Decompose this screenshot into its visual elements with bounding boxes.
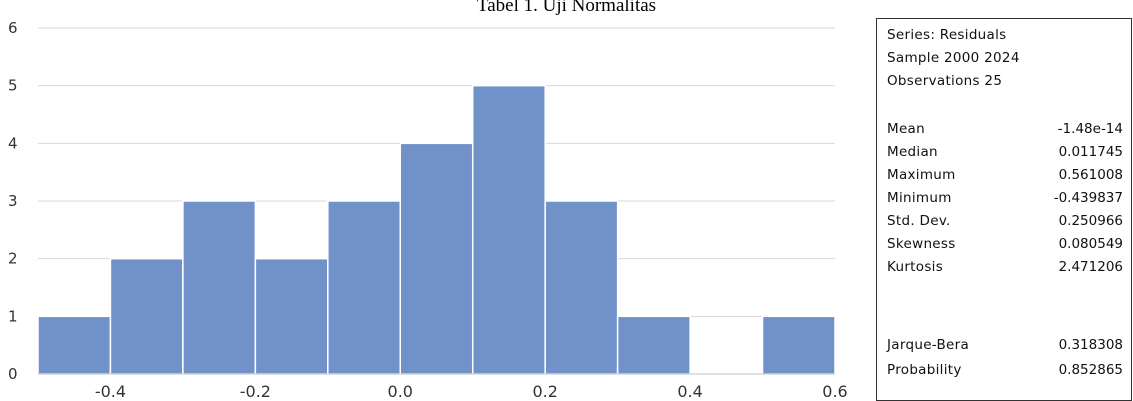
stat-label: Kurtosis: [887, 259, 944, 275]
histogram-bar: [109, 257, 184, 375]
stat-label: Maximum: [887, 167, 956, 183]
stat-label: Jarque-Bera: [887, 337, 970, 353]
x-tick-label: -0.2: [240, 382, 271, 401]
observations-line: Observations 25: [887, 73, 1003, 89]
x-tick-label: 0.2: [532, 382, 557, 401]
histogram-bar: [761, 315, 836, 375]
y-tick-label: 4: [8, 134, 18, 152]
stat-row-skewness: Skewness 0.080549: [887, 236, 1123, 256]
stat-value: 0.318308: [1058, 337, 1123, 353]
stat-row-probability: Probability 0.852865: [887, 362, 1123, 382]
histogram-bar: [544, 200, 619, 375]
x-tick-label: 0.0: [388, 382, 413, 401]
stat-row-std-dev: Std. Dev. 0.250966: [887, 213, 1123, 233]
sample-line: Sample 2000 2024: [887, 50, 1020, 66]
histogram-bar: [182, 200, 257, 375]
stat-row-jarque-bera: Jarque-Bera 0.318308: [887, 337, 1123, 357]
stat-row-maximum: Maximum 0.561008: [887, 167, 1123, 187]
stat-label: Skewness: [887, 236, 956, 252]
stat-row-kurtosis: Kurtosis 2.471206: [887, 259, 1123, 279]
stat-value: 0.080549: [1058, 236, 1123, 252]
stat-label: Probability: [887, 362, 962, 378]
histogram-bar: [254, 257, 329, 375]
stat-value: 2.471206: [1058, 259, 1123, 275]
stat-label: Minimum: [887, 190, 952, 206]
histogram-bar: [37, 315, 112, 375]
histogram-bar: [399, 142, 474, 375]
y-tick-label: 6: [8, 19, 18, 37]
stat-value: 0.852865: [1058, 362, 1123, 378]
y-tick-label: 0: [8, 365, 18, 383]
stat-value: 0.011745: [1058, 144, 1123, 160]
stat-label: Mean: [887, 121, 925, 137]
stat-value: 0.561008: [1058, 167, 1123, 183]
y-tick-label: 2: [8, 250, 18, 268]
series-line: Series: Residuals: [887, 27, 1007, 43]
stat-label: Median: [887, 144, 938, 160]
statistics-panel: Series: Residuals Sample 2000 2024 Obser…: [876, 18, 1132, 401]
stat-row-mean: Mean -1.48e-14: [887, 121, 1123, 141]
x-tick-label: 0.4: [677, 382, 702, 401]
stat-value: -0.439837: [1053, 190, 1123, 206]
x-tick-label: -0.4: [95, 382, 126, 401]
stat-row-minimum: Minimum -0.439837: [887, 190, 1123, 210]
x-tick-label: 0.6: [822, 382, 847, 401]
y-tick-label: 5: [8, 77, 18, 95]
histogram-chart: 0 1 2 3 4 5 6 -0.4 -0.2 0.0 0.2 0.4 0.6: [8, 19, 848, 401]
stat-value: 0.250966: [1058, 213, 1123, 229]
histogram-bar: [616, 315, 691, 375]
y-tick-label: 3: [8, 192, 18, 210]
caption: Tabel 1. Uji Normalitas: [476, 0, 657, 16]
stat-value: -1.48e-14: [1057, 121, 1123, 137]
stat-label: Std. Dev.: [887, 213, 951, 229]
histogram-bar: [327, 200, 402, 375]
histogram-bar: [471, 84, 546, 375]
y-tick-label: 1: [8, 307, 18, 325]
stat-row-median: Median 0.011745: [887, 144, 1123, 164]
